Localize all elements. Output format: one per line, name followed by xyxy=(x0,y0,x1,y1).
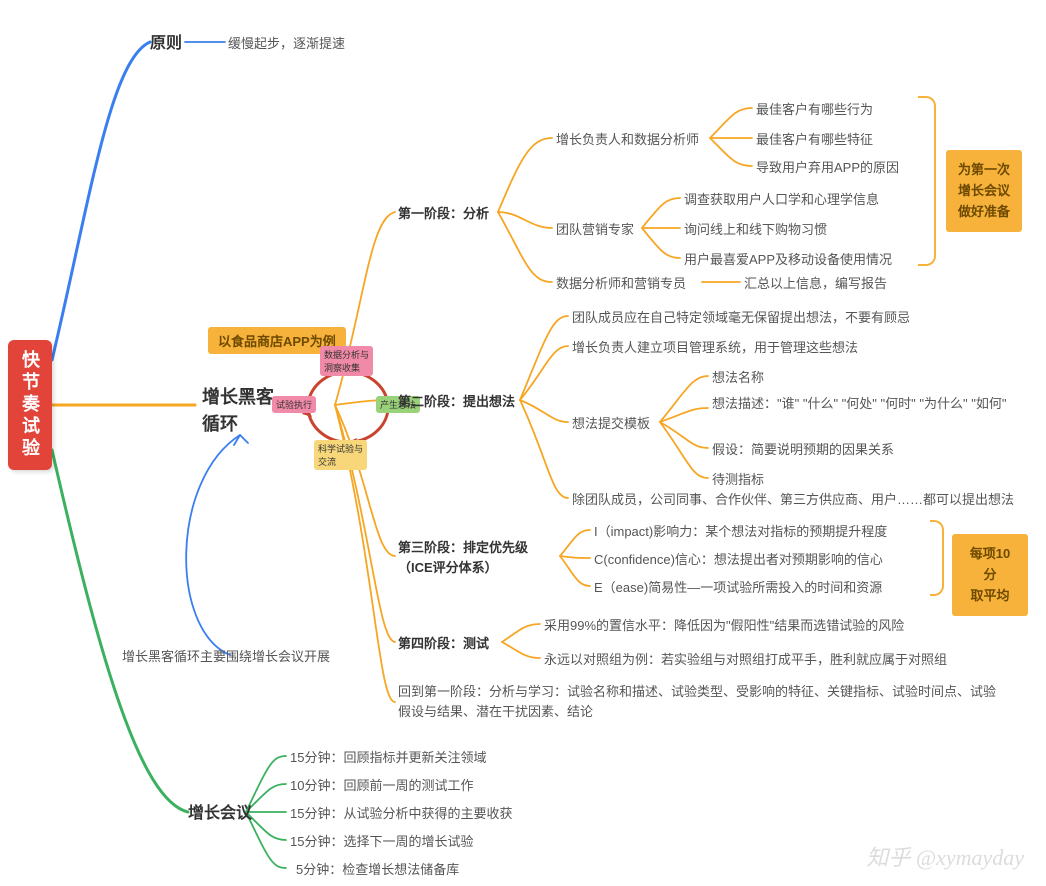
stage1-c-title: 数据分析师和营销专员 xyxy=(556,274,686,294)
stage2-template-item-2: 假设：简要说明预期的因果关系 xyxy=(712,440,894,460)
meeting-item-1: 10分钟：回顾前一周的测试工作 xyxy=(290,776,473,796)
stage1-b-item-0: 调查获取用户人口学和心理学信息 xyxy=(684,190,879,210)
cycle-top: 数据分析与洞察收集 xyxy=(320,346,373,376)
stage2-template-item-3: 待测指标 xyxy=(712,470,764,490)
watermark: 知乎 @xymayday xyxy=(866,840,1024,872)
branch-principle: 原则 xyxy=(150,32,182,56)
stage3-item-2: E（ease)简易性—一项试验所需投入的时间和资源 xyxy=(594,578,882,598)
stage1-c-detail: 汇总以上信息，编写报告 xyxy=(744,274,887,294)
stage3-bracket xyxy=(930,520,944,596)
meeting-item-2: 15分钟：从试验分析中获得的主要收获 xyxy=(290,804,512,824)
stage4-item-0: 采用99%的置信水平：降低因为"假阳性"结果而选错试验的风险 xyxy=(544,616,904,636)
stage4-item-1: 永远以对照组为例：若实验组与对照组打成平手，胜利就应属于对照组 xyxy=(544,650,947,670)
meeting-item-3: 15分钟：选择下一周的增长试验 xyxy=(290,832,473,852)
stage1-b-item-2: 用户最喜爱APP及移动设备使用情况 xyxy=(684,250,892,270)
stage3-title: 第三阶段：排定优先级（ICE评分体系） xyxy=(398,538,558,577)
stage1-a-item-0: 最佳客户有哪些行为 xyxy=(756,100,873,120)
stage3-item-0: I（impact)影响力：某个想法对指标的预期提升程度 xyxy=(594,522,887,542)
cycle-left: 试验执行 xyxy=(272,396,316,413)
stage2-title: 第二阶段：提出想法 xyxy=(398,392,515,412)
stage1-bracket xyxy=(918,96,936,266)
stage1-a-item-2: 导致用户弃用APP的原因 xyxy=(756,158,899,178)
stage2-template-title: 想法提交模板 xyxy=(572,414,650,434)
stage2-bottom: 除团队成员，公司同事、合作伙伴、第三方供应商、用户……都可以提出想法 xyxy=(572,490,1014,510)
loop-label-2: 循环 xyxy=(202,414,238,434)
loop-footnote: 增长黑客循环主要围绕增长会议开展 xyxy=(122,647,330,667)
stage2-top-1: 增长负责人建立项目管理系统，用于管理这些想法 xyxy=(572,338,858,358)
stage5-text: 回到第一阶段：分析与学习：试验名称和描述、试验类型、受影响的特征、关键指标、试验… xyxy=(398,682,1008,721)
loop-label-1: 增长黑客 xyxy=(202,387,274,407)
root-node: 快节奏试验 xyxy=(8,340,52,470)
stage1-callout: 为第一次增长会议做好准备 xyxy=(946,150,1022,232)
meeting-item-4: 5分钟：检查增长想法储备库 xyxy=(296,860,459,880)
stage3-item-1: C(confidence)信心：想法提出者对预期影响的信心 xyxy=(594,550,883,570)
branch-loop: 增长黑客 循环 xyxy=(202,384,274,438)
stage3-callout: 每项10分取平均 xyxy=(952,534,1028,616)
stage1-b-title: 团队营销专家 xyxy=(556,220,634,240)
branch-meeting: 增长会议 xyxy=(188,802,252,826)
stage1-b-item-1: 询问线上和线下购物习惯 xyxy=(684,220,827,240)
stage1-title: 第一阶段：分析 xyxy=(398,204,489,224)
principle-detail: 缓慢起步，逐渐提速 xyxy=(228,34,345,54)
stage1-a-item-1: 最佳客户有哪些特征 xyxy=(756,130,873,150)
stage2-template-item-0: 想法名称 xyxy=(712,368,764,388)
stage2-top-0: 团队成员应在自己特定领域毫无保留提出想法，不要有顾忌 xyxy=(572,308,910,328)
stage2-template-item-1: 想法描述："谁" "什么" "何处" "何时" "为什么" "如何" xyxy=(712,394,1012,414)
cycle-bottom: 科学试验与交流 xyxy=(314,440,367,470)
meeting-item-0: 15分钟：回顾指标并更新关注领域 xyxy=(290,748,486,768)
stage1-a-title: 增长负责人和数据分析师 xyxy=(556,130,699,150)
cycle-diagram: 数据分析与洞察收集 产生想法 科学试验与交流 试验执行 xyxy=(278,346,418,466)
stage4-title: 第四阶段：测试 xyxy=(398,634,489,654)
